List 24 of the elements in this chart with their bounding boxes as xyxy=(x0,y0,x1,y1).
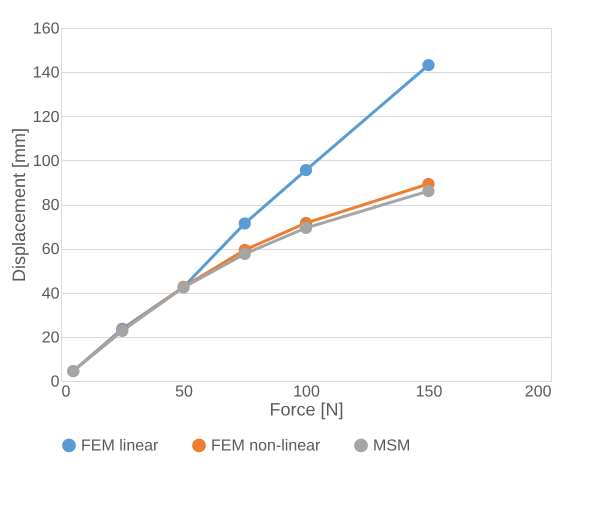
y-tick-label: 160 xyxy=(32,20,60,38)
point xyxy=(300,164,312,176)
x-axis-title: Force [N] xyxy=(269,400,344,420)
y-tick-label: 40 xyxy=(42,285,60,302)
y-tick-label: 20 xyxy=(42,329,60,346)
point xyxy=(422,58,435,72)
legend-label: FEM non-linear xyxy=(211,437,322,454)
legend-label: MSM xyxy=(373,437,410,454)
x-tick-label: 50 xyxy=(175,384,193,400)
y-tick-label: 100 xyxy=(32,152,60,170)
legend-label: FEM linear xyxy=(81,437,160,454)
y-axis-title: Displacement [mm] xyxy=(8,128,29,282)
point xyxy=(238,217,251,230)
y-tick-label: 80 xyxy=(42,197,60,214)
y-tick-label: 120 xyxy=(32,108,60,126)
point xyxy=(300,222,312,234)
x-tick-label: 200 xyxy=(524,384,552,400)
x-tick-label: 0 xyxy=(62,384,70,400)
y-tick-label: 60 xyxy=(42,241,60,258)
point xyxy=(422,184,435,198)
y-tick-label: 140 xyxy=(32,64,60,82)
point xyxy=(238,248,251,260)
x-tick-label: 150 xyxy=(416,384,442,400)
x-tick-label: 100 xyxy=(293,384,320,400)
